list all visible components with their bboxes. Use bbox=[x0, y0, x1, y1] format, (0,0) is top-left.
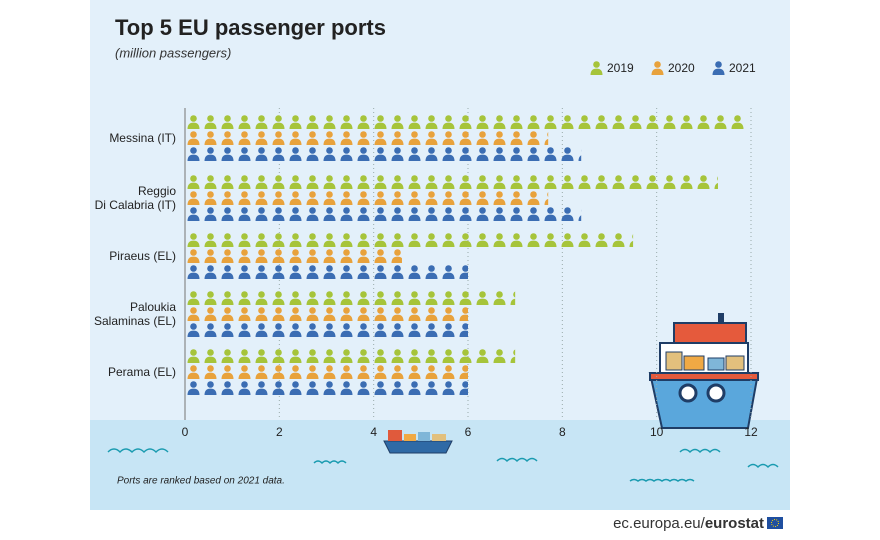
legend-icon bbox=[590, 61, 603, 75]
icon-head bbox=[715, 61, 722, 68]
icon-head bbox=[654, 61, 661, 68]
eu-stars bbox=[771, 519, 779, 527]
pictogram-bar bbox=[185, 191, 549, 206]
sea bbox=[90, 420, 790, 510]
source-brand: eurostat bbox=[705, 515, 764, 532]
category-label: Perama (EL) bbox=[107, 365, 176, 379]
icon-head bbox=[593, 61, 600, 68]
waves bbox=[107, 448, 779, 482]
pictogram-bar bbox=[185, 265, 468, 280]
pictogram-bar bbox=[185, 175, 718, 190]
legend-icon bbox=[712, 61, 725, 75]
x-tick-label: 4 bbox=[370, 425, 377, 439]
small-ship bbox=[383, 430, 453, 454]
legend-label: 2021 bbox=[729, 61, 756, 75]
pictogram-bar bbox=[185, 323, 468, 338]
big-ship bbox=[648, 313, 760, 429]
pictogram-bar bbox=[185, 349, 516, 364]
x-tick-label: 0 bbox=[182, 425, 189, 439]
pictogram-bar bbox=[185, 307, 468, 322]
pictogram-bar bbox=[185, 147, 582, 162]
source-domain: ec.europa.eu/ bbox=[613, 515, 706, 532]
x-tick-label: 10 bbox=[650, 425, 664, 439]
footer bbox=[90, 510, 790, 540]
pictogram-bar bbox=[185, 249, 402, 264]
pictogram-bar bbox=[185, 207, 582, 222]
legend-label: 2020 bbox=[668, 61, 695, 75]
pictogram-bar bbox=[185, 381, 468, 396]
x-tick-label: 2 bbox=[276, 425, 283, 439]
pictogram-bar bbox=[185, 115, 747, 130]
eu-flag bbox=[767, 517, 783, 529]
category-label: Reggio Di Calabria (IT) bbox=[94, 184, 176, 212]
x-tick-label: 12 bbox=[744, 425, 758, 439]
icon-body bbox=[651, 68, 664, 75]
category-label: Paloukia Salaminas (EL) bbox=[93, 300, 176, 328]
pictogram-bar bbox=[185, 291, 516, 306]
chart-title: Top 5 EU passenger ports bbox=[115, 15, 386, 40]
legend-label: 2019 bbox=[607, 61, 634, 75]
source: ec.europa.eu/eurostat bbox=[613, 515, 764, 532]
note: Ports are ranked based on 2021 data. bbox=[117, 476, 285, 487]
icon-body bbox=[590, 68, 603, 75]
icon-body bbox=[712, 68, 725, 75]
x-tick-label: 6 bbox=[465, 425, 472, 439]
category-label: Messina (IT) bbox=[109, 131, 176, 145]
category-label: Piraeus (EL) bbox=[109, 249, 176, 263]
pictogram-bar bbox=[185, 365, 468, 380]
x-tick-label: 8 bbox=[559, 425, 566, 439]
pictogram-bar bbox=[185, 131, 549, 146]
pictogram-bar bbox=[185, 233, 634, 248]
chart-subtitle: (million passengers) bbox=[115, 45, 231, 60]
legend-icon bbox=[651, 61, 664, 75]
